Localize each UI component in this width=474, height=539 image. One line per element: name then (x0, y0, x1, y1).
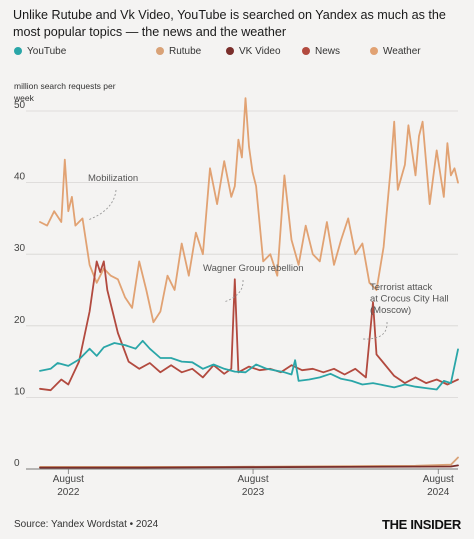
annotation-mobilization-arrow (87, 189, 117, 221)
series-line-rutube (39, 456, 459, 468)
annotation-crocus-attack-line: at Crocus City Hall (370, 294, 449, 305)
publisher-logo: THE INSIDER (381, 517, 461, 532)
x-tick-label-year: 2024 (427, 487, 450, 498)
series-line-news (39, 260, 459, 392)
annotation-wagner-rebellion-line: Wagner Group rebellion (203, 263, 304, 274)
x-tick-label-month: August (53, 474, 84, 485)
grid-lines (26, 110, 458, 470)
x-tick-label: August 2023 (237, 474, 268, 498)
legend-swatch-rutube (156, 47, 164, 55)
annotation-wagner-rebellion: Wagner Group rebellion (203, 263, 304, 274)
annotation-wagner-rebellion-arrow (223, 279, 244, 303)
series-line-vk-video (39, 464, 459, 469)
annotation-mobilization: Mobilization (88, 173, 138, 184)
annotation-crocus-attack-line: (Moscow) (370, 305, 411, 316)
y-axis-ticks: 0 10 20 30 40 50 (14, 100, 26, 469)
y-axis-title: million search requests per week (14, 81, 116, 103)
legend-item-news: News (302, 46, 340, 57)
legend-swatch-vk-video (226, 47, 234, 55)
y-tick-label: 30 (14, 243, 26, 254)
series-line-weather (39, 97, 459, 324)
legend-item-vk-video: VK Video (226, 46, 281, 57)
x-tick-label-year: 2023 (242, 487, 265, 498)
y-tick-label: 20 (14, 315, 26, 326)
legend-item-weather: Weather (370, 46, 421, 57)
x-tick-label: August 2022 (53, 474, 84, 498)
y-tick-label: 40 (14, 172, 26, 183)
legend-label-news: News (315, 46, 341, 57)
series-lines (39, 97, 459, 469)
legend: YouTube Rutube VK Video News Weather (14, 46, 474, 60)
x-tick-label: August 2024 (423, 474, 454, 498)
legend-swatch-weather (370, 47, 378, 55)
legend-label-weather: Weather (383, 46, 421, 57)
x-tick-label-year: 2022 (57, 487, 80, 498)
annotations: Mobilization Wagner Group rebellion Terror… (87, 173, 449, 340)
x-tick-label-month: August (423, 474, 454, 485)
annotation-crocus-attack: Terrorist attack at Crocus City Hall (Mosc… (370, 282, 449, 316)
legend-swatch-youtube (14, 47, 22, 55)
series-line-youtube (39, 339, 459, 391)
y-tick-label: 0 (14, 458, 20, 469)
legend-label-youtube: YouTube (27, 46, 67, 57)
annotation-mobilization-line: Mobilization (88, 173, 138, 184)
y-tick-label: 50 (14, 100, 26, 111)
annotation-crocus-attack-line: Terrorist attack (370, 282, 433, 293)
source-note: Source: Yandex Wordstat • 2024 (14, 519, 159, 530)
legend-item-youtube: YouTube (14, 46, 66, 57)
x-axis-ticks: August 2022 August 2023 August 2024 (53, 469, 454, 498)
chart-title: Unlike Rutube and Vk Video, YouTube is s… (13, 8, 446, 39)
legend-label-vk-video: VK Video (239, 46, 281, 57)
legend-label-rutube: Rutube (169, 46, 202, 57)
x-tick-label-month: August (237, 474, 268, 485)
y-tick-label: 10 (14, 386, 26, 397)
legend-swatch-news (302, 47, 310, 55)
legend-item-rutube: Rutube (156, 46, 201, 57)
